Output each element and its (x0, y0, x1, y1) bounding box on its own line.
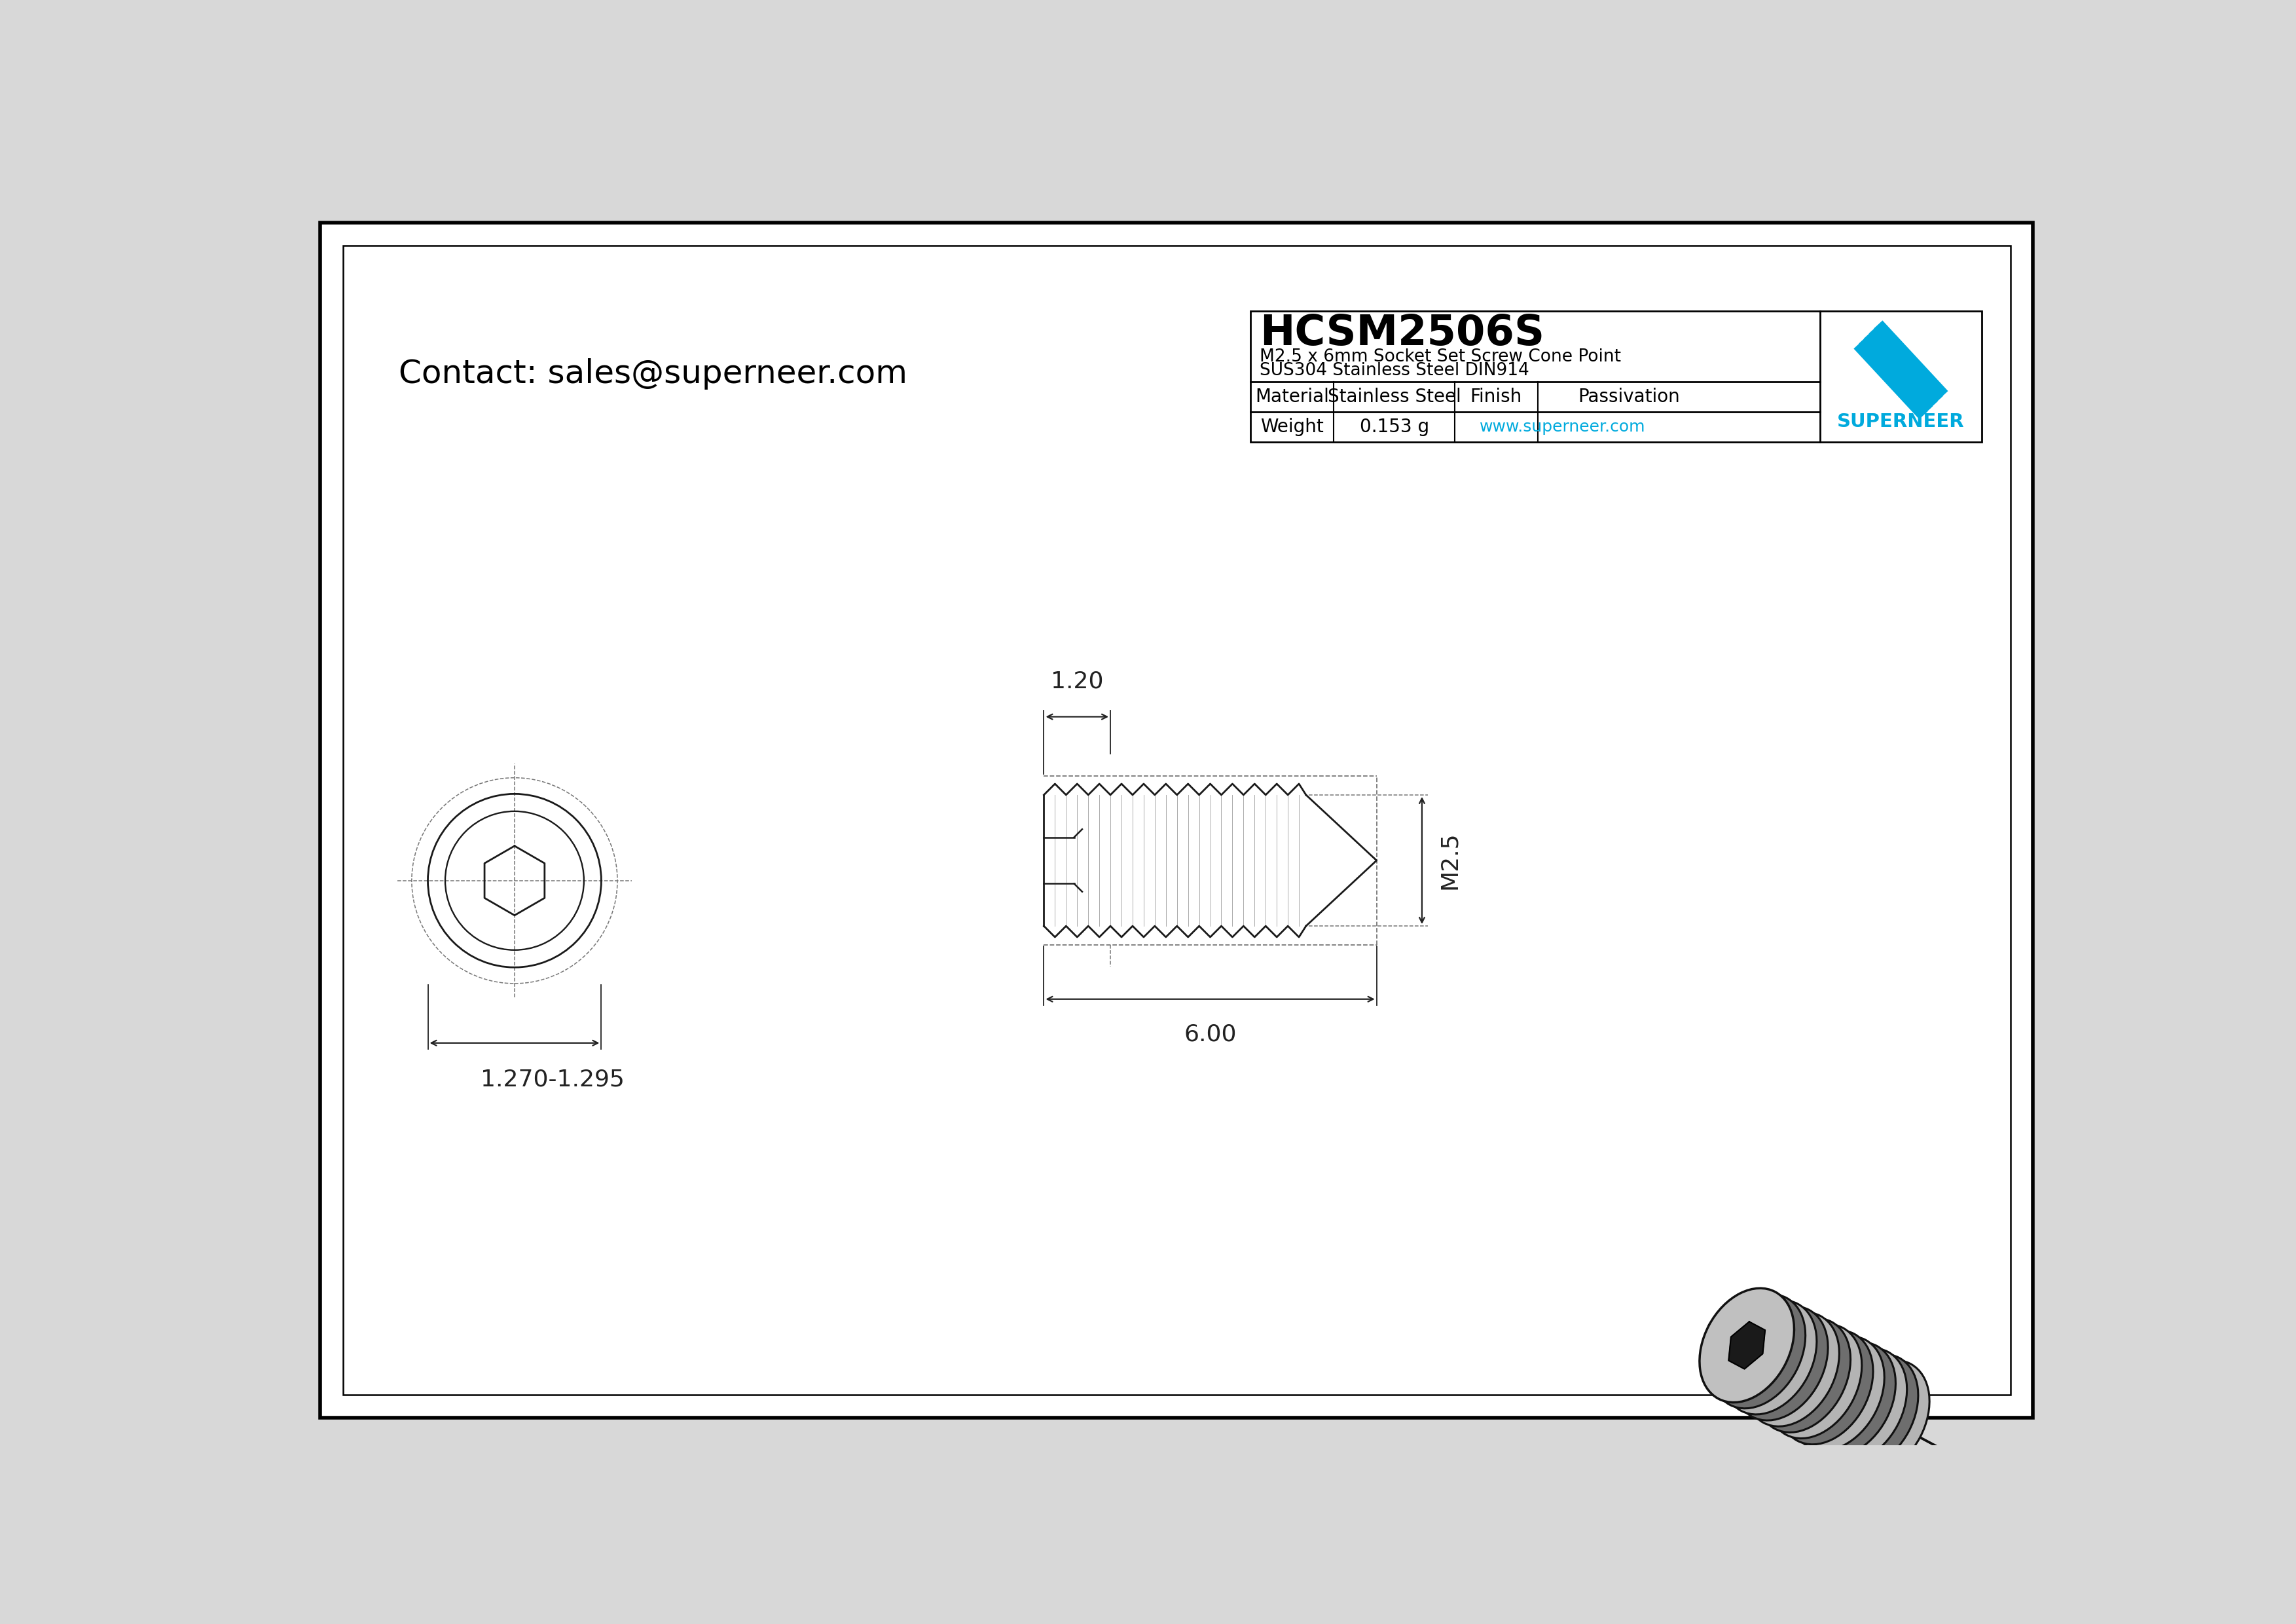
Ellipse shape (1791, 1337, 1885, 1450)
Polygon shape (1729, 1322, 1766, 1369)
Text: HCSM2506S: HCSM2506S (1261, 313, 1545, 354)
Ellipse shape (1812, 1348, 1908, 1462)
Ellipse shape (1768, 1324, 1862, 1439)
Text: Contact: sales@superneer.com: Contact: sales@superneer.com (400, 357, 907, 390)
Text: 1.270-1.295: 1.270-1.295 (480, 1069, 625, 1090)
Ellipse shape (1756, 1319, 1851, 1432)
Text: 6.00: 6.00 (1185, 1023, 1238, 1046)
Text: Passivation: Passivation (1577, 388, 1681, 406)
Text: SUPERNEER: SUPERNEER (1837, 412, 1965, 430)
Text: Stainless Steel: Stainless Steel (1327, 388, 1460, 406)
Ellipse shape (1711, 1294, 1805, 1408)
Text: M2.5 x 6mm Socket Set Screw Cone Point: M2.5 x 6mm Socket Set Screw Cone Point (1261, 349, 1621, 365)
Ellipse shape (1733, 1306, 1828, 1421)
Ellipse shape (1779, 1330, 1874, 1444)
Text: 0.153 g: 0.153 g (1359, 417, 1428, 435)
Text: www.superneer.com: www.superneer.com (1479, 419, 1646, 435)
Text: SUS304 Stainless Steel DIN914: SUS304 Stainless Steel DIN914 (1261, 362, 1529, 378)
Ellipse shape (1890, 1410, 1919, 1449)
Bar (1251, 310, 1981, 442)
Ellipse shape (1823, 1354, 1917, 1468)
Ellipse shape (1745, 1312, 1839, 1426)
Ellipse shape (1835, 1361, 1929, 1475)
Text: 1.20: 1.20 (1052, 671, 1104, 692)
Text: Material: Material (1256, 388, 1329, 406)
Ellipse shape (1800, 1341, 1896, 1457)
Text: Finish: Finish (1469, 388, 1522, 406)
Ellipse shape (1699, 1288, 1793, 1403)
Text: M2.5: M2.5 (1440, 831, 1460, 890)
Ellipse shape (1862, 1385, 1924, 1462)
Text: Weight: Weight (1261, 417, 1322, 435)
Ellipse shape (1722, 1301, 1816, 1415)
